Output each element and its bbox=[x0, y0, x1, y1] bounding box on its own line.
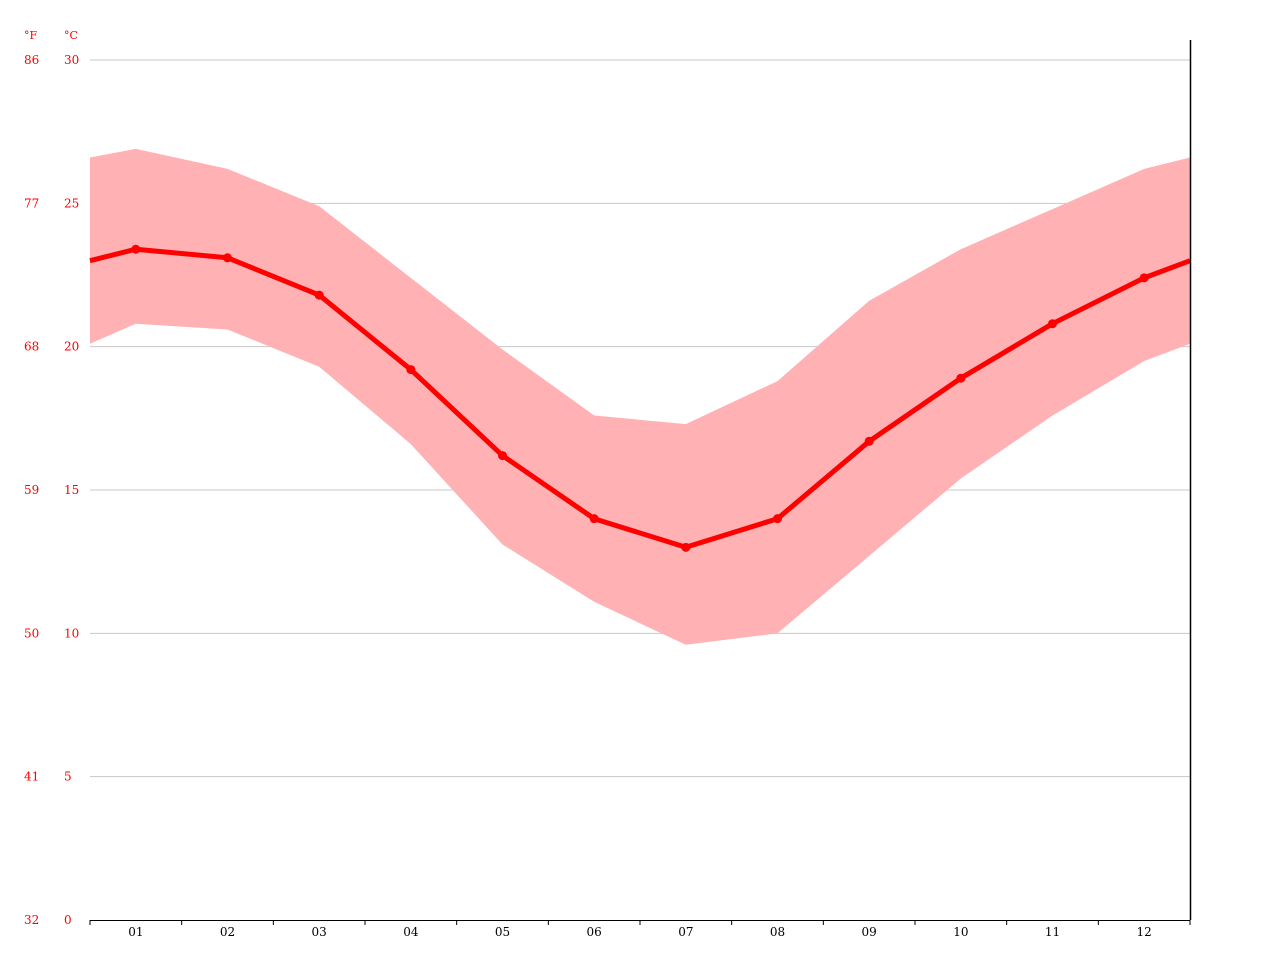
x-tick-label: 09 bbox=[862, 925, 877, 939]
y-tick-label-fahrenheit: 41 bbox=[24, 770, 39, 784]
y-tick-label-celsius: 0 bbox=[64, 913, 72, 927]
y-tick-label-fahrenheit: 59 bbox=[24, 483, 39, 497]
y-tick-label-celsius: 15 bbox=[64, 483, 79, 497]
temperature-range-band bbox=[90, 148, 1190, 645]
x-tick-label: 05 bbox=[495, 925, 510, 939]
x-tick-label: 02 bbox=[220, 925, 235, 939]
y-axis-labels: °F °C 0 32 5 41 10 50 15 59 20 68 25 77 30 86 bbox=[24, 29, 79, 927]
data-points bbox=[131, 244, 1149, 552]
y-tick-label-celsius: 20 bbox=[64, 340, 79, 354]
y-tick-label-celsius: 25 bbox=[64, 196, 79, 210]
mean-temperature-line bbox=[89, 246, 1191, 550]
data-point-09 bbox=[864, 436, 874, 446]
y-tick-label-celsius: 30 bbox=[64, 53, 79, 67]
x-tick-label: 01 bbox=[128, 925, 143, 939]
y-tick-label-fahrenheit: 32 bbox=[24, 913, 39, 927]
y-tick-label-fahrenheit: 86 bbox=[24, 53, 39, 67]
data-point-01 bbox=[131, 244, 141, 254]
x-tick-label: 12 bbox=[1137, 925, 1152, 939]
x-tick-label: 08 bbox=[770, 925, 785, 939]
fahrenheit-unit-label: °F bbox=[24, 29, 38, 42]
data-point-05 bbox=[498, 451, 507, 461]
data-point-11 bbox=[1048, 319, 1057, 329]
x-tick-label: 11 bbox=[1045, 925, 1060, 939]
celsius-unit-label: °C bbox=[64, 29, 78, 42]
data-point-12 bbox=[1139, 273, 1149, 283]
y-tick-label-celsius: 5 bbox=[64, 770, 72, 784]
data-point-04 bbox=[406, 365, 416, 375]
x-tick-label: 10 bbox=[953, 925, 968, 939]
x-axis-labels: 01 02 03 04 05 06 07 08 09 10 11 12 bbox=[128, 925, 1152, 939]
y-tick-label-celsius: 10 bbox=[64, 626, 79, 640]
data-point-06 bbox=[589, 514, 599, 524]
data-point-10 bbox=[956, 373, 966, 383]
x-tick-label: 03 bbox=[312, 925, 327, 939]
data-point-03 bbox=[314, 290, 324, 300]
x-tick-label: 06 bbox=[587, 925, 602, 939]
y-tick-label-fahrenheit: 68 bbox=[24, 340, 39, 354]
data-point-08 bbox=[773, 514, 782, 524]
data-point-02 bbox=[223, 253, 232, 263]
axes bbox=[89, 40, 1192, 925]
x-tick-label: 07 bbox=[678, 925, 693, 939]
x-tick-label: 04 bbox=[403, 925, 419, 939]
data-point-07 bbox=[681, 542, 691, 552]
y-tick-label-fahrenheit: 77 bbox=[24, 196, 39, 210]
y-tick-label-fahrenheit: 50 bbox=[24, 626, 39, 640]
